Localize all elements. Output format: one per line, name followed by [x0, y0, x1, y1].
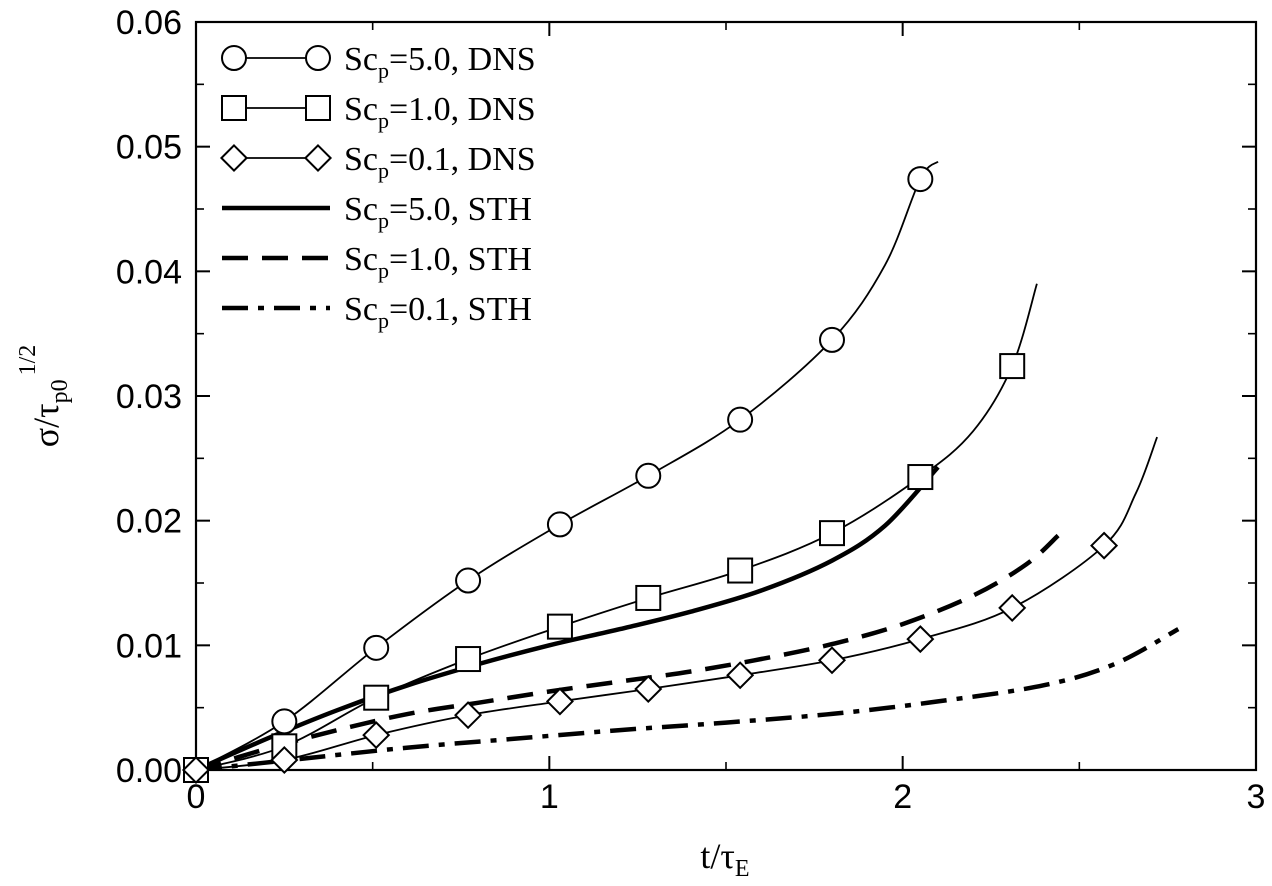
square-marker — [999, 353, 1026, 380]
diamond-marker — [545, 687, 574, 716]
legend-item: Scp=1.0, DNS — [221, 91, 536, 133]
y-tick-label: 0.00 — [116, 752, 182, 790]
legend-label: Scp=5.0, DNS — [344, 41, 536, 83]
y-tick-label: 0.01 — [116, 627, 182, 665]
series-1-line — [195, 160, 939, 771]
circle-marker — [819, 326, 845, 353]
square-marker — [819, 520, 845, 547]
legend-label: Scp=1.0, DNS — [344, 91, 536, 133]
y-tick-label: 0.03 — [116, 378, 182, 416]
circle-marker — [635, 462, 662, 489]
x-tick-label: 1 — [540, 778, 559, 816]
x-tick-label: 3 — [1247, 778, 1266, 816]
circle-marker — [363, 634, 390, 661]
circle-marker — [907, 166, 934, 193]
series-6 — [195, 627, 1180, 773]
circle-marker — [546, 511, 573, 538]
y-tick-label: 0.02 — [116, 503, 182, 541]
y-axis-label-sub: p0 — [47, 379, 73, 403]
legend-diamond-marker — [303, 143, 333, 173]
legend-diamond-marker — [219, 143, 249, 173]
square-marker — [546, 613, 573, 640]
diamond-marker — [998, 593, 1027, 622]
legend-circle-marker — [305, 45, 331, 71]
legend-item: Scp=5.0, STH — [222, 191, 532, 233]
y-axis-label-sup: 1/2 — [15, 345, 41, 376]
y-tick-label: 0.05 — [116, 129, 182, 167]
circle-marker — [727, 406, 754, 433]
diamond-marker — [634, 674, 663, 703]
legend-label: Scp=1.0, STH — [344, 241, 532, 283]
series-5 — [195, 533, 1060, 773]
legend-label: Scp=0.1, DNS — [344, 141, 536, 183]
legend-label: Scp=0.1, STH — [344, 291, 532, 333]
y-axis-label: σ/τp01/2 — [15, 345, 73, 448]
diamond-marker — [906, 625, 935, 654]
legend-label: Scp=5.0, STH — [344, 191, 532, 233]
series-4-line — [195, 465, 940, 773]
y-tick-label: 0.06 — [116, 4, 182, 42]
plot-frame — [194, 20, 1258, 772]
plot-area — [194, 20, 1258, 772]
series-3 — [181, 436, 1158, 785]
legend: Scp=5.0, DNS Scp=1.0, DNS Scp=0.1, DNS Scp=… — [219, 41, 536, 333]
legend-item: Scp=5.0, DNS — [221, 41, 536, 83]
y-axis-label-main: σ/τ — [26, 403, 66, 447]
series-2-line — [195, 283, 1038, 771]
x-tick-label: 0 — [187, 778, 206, 816]
legend-circle-marker — [221, 45, 247, 71]
square-marker — [363, 684, 390, 711]
x-tick-label: 2 — [893, 778, 912, 816]
legend-item: Scp=1.0, STH — [222, 241, 532, 283]
square-marker — [635, 584, 662, 611]
diamond-marker — [454, 701, 483, 730]
series-5-line — [195, 533, 1060, 773]
legend-square-marker — [221, 95, 247, 121]
diamond-marker — [817, 646, 847, 675]
x-axis-label-main: t/τ — [700, 836, 734, 876]
diamond-marker — [362, 721, 391, 750]
legend-item: Scp=0.1, DNS — [219, 141, 536, 183]
square-marker — [727, 557, 754, 584]
square-marker — [907, 464, 934, 491]
diamond-marker — [726, 661, 755, 690]
x-axis-label: t/τE — [700, 836, 749, 882]
y-tick-label: 0.04 — [116, 253, 182, 291]
square-marker — [455, 646, 482, 673]
legend-square-marker — [305, 95, 331, 121]
diamond-marker — [1090, 531, 1119, 560]
axis-ticks: 0 1 2 3 0.00 0.01 0.02 0.03 0.04 0.05 0.06 — [116, 4, 1266, 816]
series-6-line — [195, 627, 1180, 773]
diamond-marker — [270, 746, 299, 775]
circle-marker — [455, 567, 482, 594]
series-layer — [181, 160, 1180, 785]
legend-item: Scp=0.1, STH — [222, 291, 532, 333]
x-axis-label-sub: E — [735, 856, 750, 882]
series-4 — [195, 465, 940, 773]
circle-marker — [271, 708, 298, 735]
diamond-marker — [181, 755, 211, 785]
